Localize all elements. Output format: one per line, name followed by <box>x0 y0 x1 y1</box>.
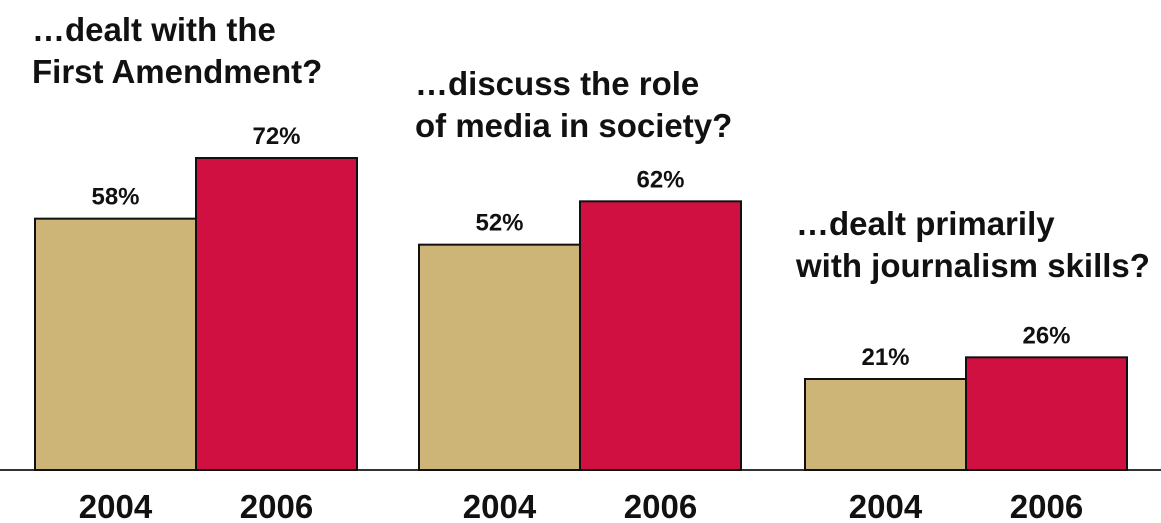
bar-2004 <box>34 217 197 471</box>
bar-2004 <box>804 378 967 471</box>
year-tick-label: 2004 <box>849 488 923 523</box>
value-label: 26% <box>1022 322 1070 349</box>
bar-2006 <box>195 157 358 471</box>
group-title-line: of media in society? <box>415 107 732 144</box>
value-label: 72% <box>252 123 300 150</box>
year-tick-label: 2006 <box>240 488 313 523</box>
value-label: 52% <box>475 210 523 237</box>
group-title-line: …dealt primarily <box>796 205 1055 242</box>
value-label: 21% <box>861 344 909 371</box>
year-tick-label: 2004 <box>79 488 153 523</box>
value-label: 62% <box>636 166 684 193</box>
year-tick-label: 2004 <box>463 488 537 523</box>
year-tick-label: 2006 <box>624 488 697 523</box>
group-title-line: with journalism skills? <box>795 247 1150 284</box>
year-tick-label: 2006 <box>1010 488 1083 523</box>
value-label: 58% <box>91 184 139 211</box>
group-title-line: First Amendment? <box>32 53 322 90</box>
group-title-line: …discuss the role <box>415 65 699 102</box>
bar-2006 <box>965 356 1128 472</box>
group-title-line: …dealt with the <box>32 11 276 48</box>
bar-2006 <box>579 200 742 471</box>
bar-2004 <box>418 243 581 471</box>
